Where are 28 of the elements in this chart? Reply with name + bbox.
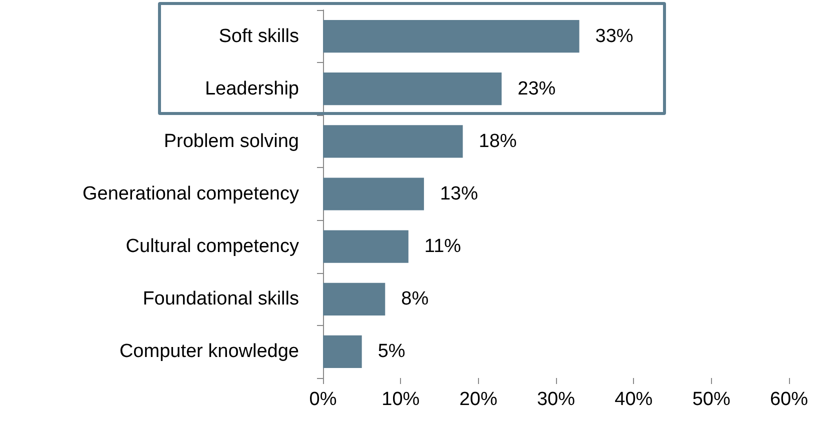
y-tick-label: Computer knowledge xyxy=(119,341,299,362)
data-label: 13% xyxy=(440,184,478,204)
x-tick-label: 40% xyxy=(614,389,653,410)
data-label: 11% xyxy=(424,236,462,258)
data-label: 23% xyxy=(518,78,556,100)
bar xyxy=(323,335,362,368)
data-label: 33% xyxy=(595,26,634,47)
y-tick-label: Foundational skills xyxy=(142,288,299,310)
x-tick-label: 60% xyxy=(770,389,808,410)
x-tick-label: 30% xyxy=(536,389,576,410)
data-label: 18% xyxy=(478,130,517,152)
x-tick-label: 10% xyxy=(382,389,420,410)
x-tick-label: 0% xyxy=(309,389,337,410)
x-tick-label: 20% xyxy=(459,389,498,410)
y-tick-label: Problem solving xyxy=(164,130,299,152)
bar xyxy=(323,282,386,316)
y-tick-label: Cultural competency xyxy=(126,236,300,258)
bar xyxy=(323,20,580,53)
bar xyxy=(323,178,424,210)
y-tick-label: Leadership xyxy=(204,78,299,100)
x-tick-label: 50% xyxy=(692,389,730,410)
y-tick-label: Generational competency xyxy=(82,184,300,204)
data-label: 8% xyxy=(401,288,429,310)
y-tick-label: Soft skills xyxy=(218,26,299,47)
bar xyxy=(323,72,502,106)
bar xyxy=(323,230,408,263)
data-label: 5% xyxy=(378,341,406,362)
bar xyxy=(323,125,463,158)
